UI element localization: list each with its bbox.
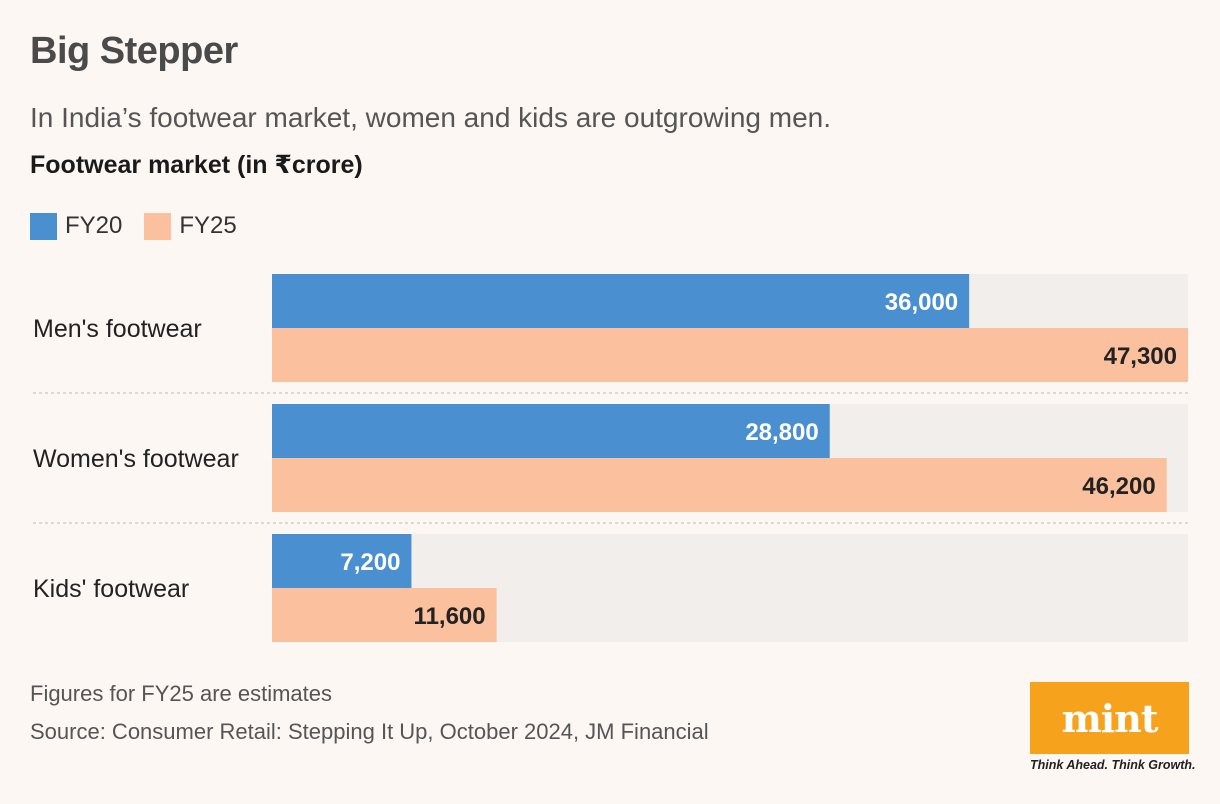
category-label-men-s-footwear: Men's footwear xyxy=(33,315,202,343)
chart-subtitle: In India’s footwear market, women and ki… xyxy=(30,102,832,133)
legend-label-fy25: FY25 xyxy=(179,212,237,239)
data-label-fy25-women-s-footwear: 46,200 xyxy=(1082,473,1155,500)
data-label-fy25-men-s-footwear: 47,300 xyxy=(1104,343,1177,370)
legend-item-fy25: FY25 xyxy=(144,212,237,240)
logo-wordmark: mint xyxy=(1061,695,1159,741)
legend-label-fy20: FY20 xyxy=(65,212,123,239)
legend-swatch-fy25 xyxy=(144,212,172,240)
data-label-fy20-women-s-footwear: 28,800 xyxy=(745,419,818,446)
bar-fy20-kids-footwear xyxy=(272,534,412,588)
bar-fy25-men-s-footwear xyxy=(272,328,1188,382)
source-note: Source: Consumer Retail: Stepping It Up,… xyxy=(30,719,709,744)
bar-fy20-women-s-footwear xyxy=(272,404,830,458)
mint-logo: mint xyxy=(1030,682,1189,754)
category-label-kids-footwear: Kids' footwear xyxy=(33,575,189,603)
chart-heading: Footwear market (in ₹crore) xyxy=(30,151,363,179)
logo-tagline: Think Ahead. Think Growth. xyxy=(1030,758,1196,772)
bar-fy20-men-s-footwear xyxy=(272,274,970,328)
legend-item-fy20: FY20 xyxy=(30,212,122,240)
data-label-fy25-kids-footwear: 11,600 xyxy=(414,603,486,630)
chart-title: Big Stepper xyxy=(30,30,238,72)
bar-fy25-kids-footwear xyxy=(272,588,497,642)
legend-swatch-fy20 xyxy=(30,212,57,240)
legend: FY20 FY25 xyxy=(30,212,259,240)
bar-fy25-women-s-footwear xyxy=(272,458,1167,512)
data-label-fy20-men-s-footwear: 36,000 xyxy=(885,289,958,316)
category-label-women-s-footwear: Women's footwear xyxy=(33,445,239,473)
footnote: Figures for FY25 are estimates xyxy=(30,681,333,706)
data-label-fy20-kids-footwear: 7,200 xyxy=(340,549,400,576)
